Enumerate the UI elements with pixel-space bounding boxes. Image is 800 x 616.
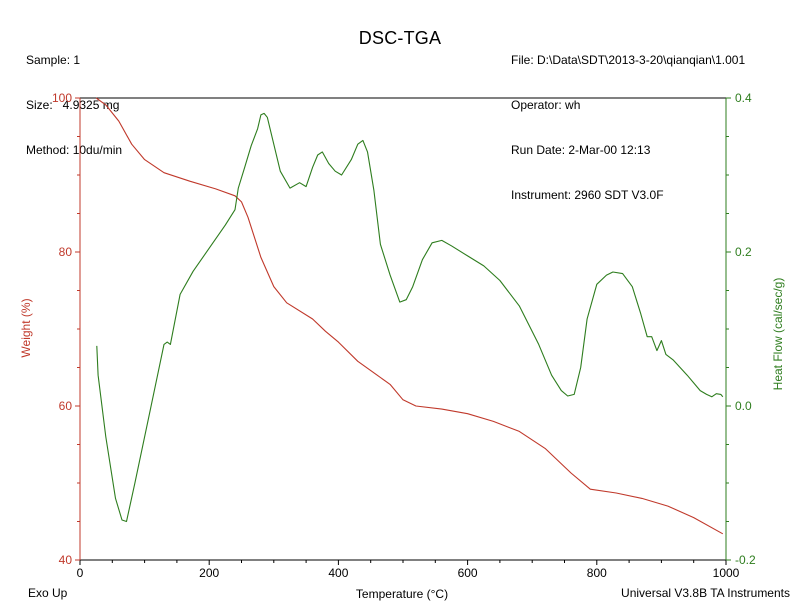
chart-axes [79,97,727,561]
x-axis-label: Temperature (°C) [356,587,448,601]
chart-ticks: 0 200 400 600 800 1000 40 60 80 100 -0.2 0.0 0.2 0.4 [52,91,756,580]
sample-label: Sample: 1 [26,53,81,67]
y-right-tick-label: 0.2 [735,245,752,259]
run-date-label: Run Date: 2-Mar-00 12:13 [511,143,651,157]
y-left-tick-label: 60 [59,399,73,413]
x-tick-label: 400 [328,566,348,580]
sample-info: Sample: 1 Size: 4.9325 mg Method: 10du/m… [26,23,122,173]
y-left-tick-label: 40 [59,553,73,567]
software-label: Universal V3.8B TA Instruments [621,586,790,600]
heat-flow-series-line [96,112,724,523]
y-right-tick-label: 0.0 [735,399,752,413]
y-right-tick-label: -0.2 [735,553,756,567]
file-label: File: D:\Data\SDT\2013-3-20\qianqian\1.0… [511,53,746,67]
y-right-tick-label: 0.4 [735,91,752,105]
method-label: Method: 10du/min [26,143,123,157]
y-left-tick-label: 100 [52,91,72,105]
y-axis-left-label: Weight (%) [19,298,33,357]
x-tick-label: 1000 [713,566,740,580]
weight-series-line [95,97,724,535]
x-tick-label: 200 [199,566,219,580]
exo-up-label: Exo Up [28,586,68,600]
operator-label: Operator: wh [511,98,581,112]
instrument-label: Instrument: 2960 SDT V3.0F [511,188,664,202]
y-axis-right-label: Heat Flow (cal/sec/g) [771,278,785,391]
chart-title: DSC-TGA [358,28,442,48]
x-tick-label: 600 [458,566,478,580]
chart-series [95,97,724,535]
run-info: File: D:\Data\SDT\2013-3-20\qianqian\1.0… [511,23,745,218]
y-left-tick-label: 80 [59,245,73,259]
size-label: Size: 4.9325 mg [26,98,120,112]
x-tick-label: 0 [77,566,84,580]
x-tick-label: 800 [587,566,607,580]
